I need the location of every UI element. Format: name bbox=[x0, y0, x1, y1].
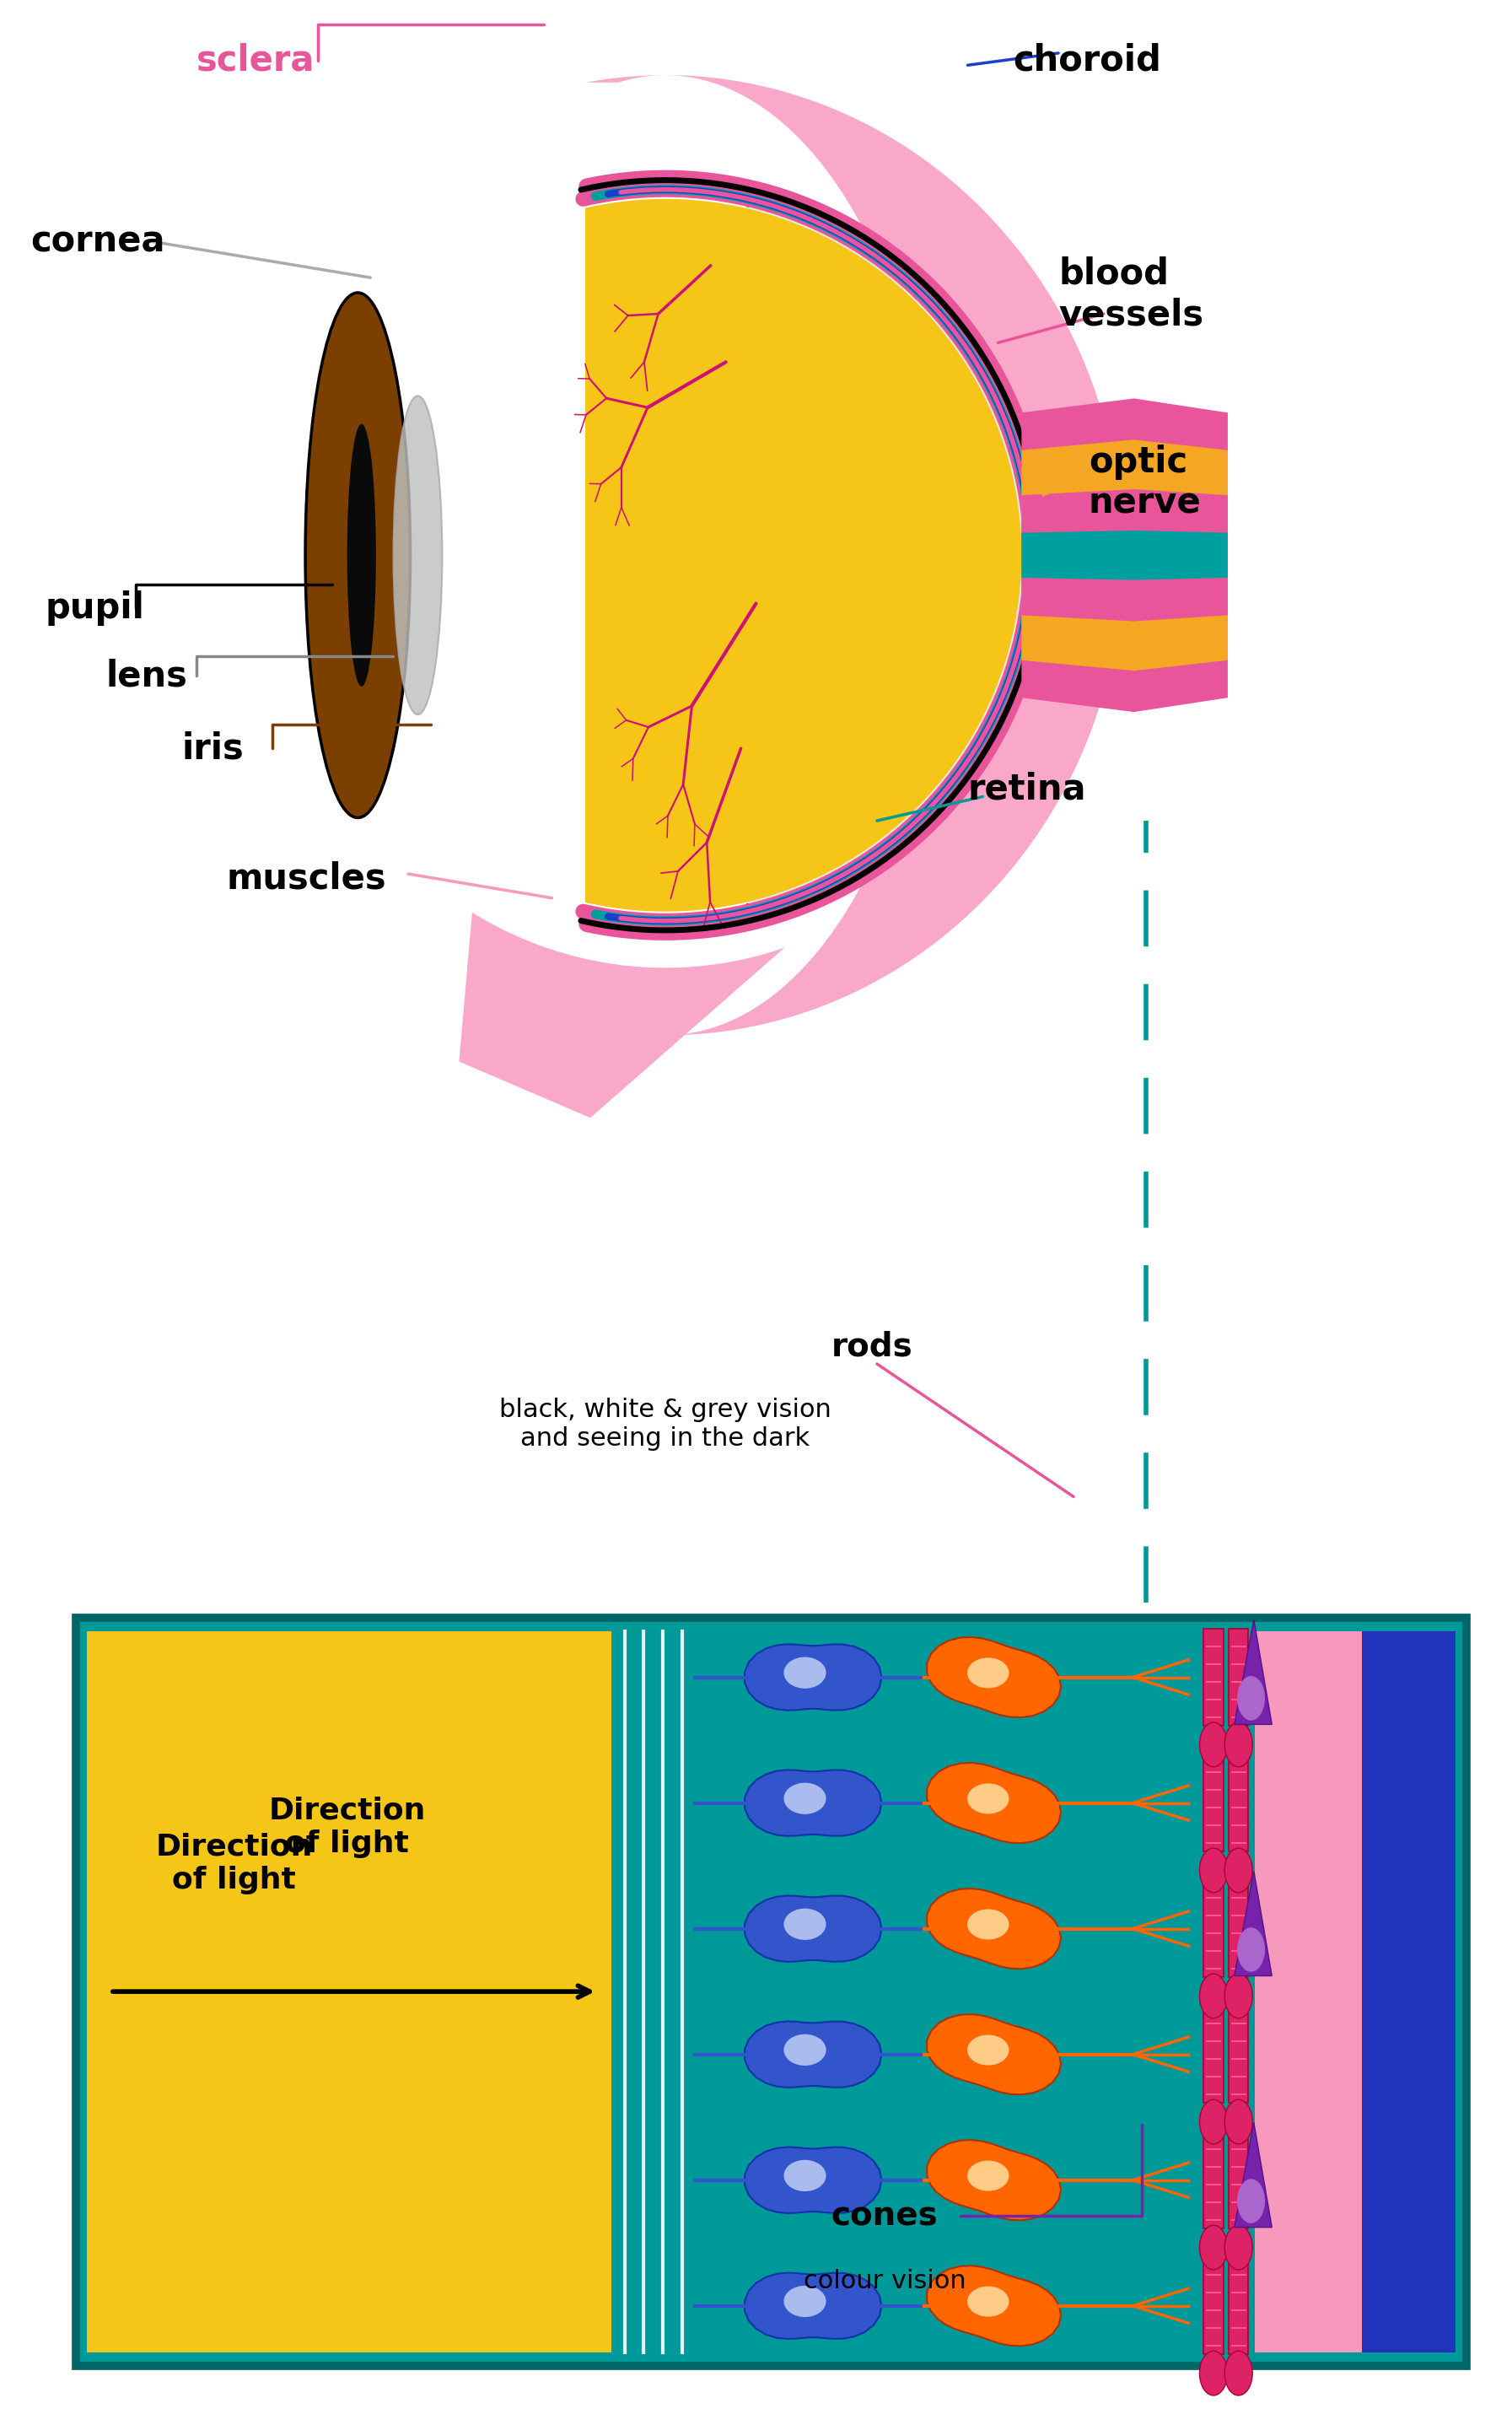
Polygon shape bbox=[1022, 531, 1228, 579]
Text: retina: retina bbox=[968, 772, 1086, 806]
Bar bbox=[1229, 2257, 1249, 2354]
Bar bbox=[1255, 1632, 1362, 2351]
Polygon shape bbox=[745, 2274, 881, 2339]
Text: pupil: pupil bbox=[45, 591, 145, 625]
Circle shape bbox=[1199, 2100, 1228, 2144]
Polygon shape bbox=[745, 2146, 881, 2214]
Polygon shape bbox=[927, 1888, 1061, 1970]
Circle shape bbox=[1225, 2351, 1252, 2395]
Polygon shape bbox=[927, 1637, 1061, 1716]
Bar bbox=[1229, 2132, 1249, 2228]
Circle shape bbox=[1225, 1975, 1252, 2018]
Bar bbox=[1229, 1629, 1249, 1726]
Ellipse shape bbox=[783, 1909, 826, 1941]
Text: sclera: sclera bbox=[197, 43, 314, 77]
Circle shape bbox=[1237, 1675, 1266, 1721]
Ellipse shape bbox=[348, 425, 376, 686]
Polygon shape bbox=[1234, 1620, 1272, 1724]
Polygon shape bbox=[1234, 2122, 1272, 2228]
Polygon shape bbox=[745, 1895, 881, 1963]
Ellipse shape bbox=[968, 1658, 1009, 1687]
Ellipse shape bbox=[968, 2035, 1009, 2066]
Bar bbox=[1229, 2006, 1249, 2103]
Ellipse shape bbox=[968, 1909, 1009, 1938]
Polygon shape bbox=[1022, 398, 1228, 712]
Text: lens: lens bbox=[106, 659, 187, 693]
Polygon shape bbox=[668, 203, 1030, 908]
Bar bbox=[1204, 1755, 1223, 1852]
Polygon shape bbox=[927, 1762, 1061, 1844]
Text: Direction
of light: Direction of light bbox=[268, 1796, 425, 1859]
Polygon shape bbox=[927, 2139, 1061, 2221]
Circle shape bbox=[1237, 1926, 1266, 1972]
Bar bbox=[1204, 2006, 1223, 2103]
Text: choroid: choroid bbox=[1013, 43, 1161, 77]
Ellipse shape bbox=[783, 1656, 826, 1687]
Circle shape bbox=[1199, 2351, 1228, 2395]
Text: black, white & grey vision
and seeing in the dark: black, white & grey vision and seeing in… bbox=[499, 1398, 832, 1451]
Ellipse shape bbox=[968, 2161, 1009, 2192]
Circle shape bbox=[1225, 2226, 1252, 2269]
Text: cornea: cornea bbox=[30, 225, 165, 258]
Circle shape bbox=[1225, 2100, 1252, 2144]
Bar bbox=[1229, 1881, 1249, 1977]
Text: blood
vessels: blood vessels bbox=[1058, 256, 1204, 333]
Polygon shape bbox=[1234, 1871, 1272, 1975]
Circle shape bbox=[1225, 1724, 1252, 1767]
Polygon shape bbox=[745, 1644, 881, 1709]
Ellipse shape bbox=[305, 292, 410, 818]
Text: colour vision: colour vision bbox=[803, 2269, 966, 2293]
Text: Direction
of light: Direction of light bbox=[156, 1832, 313, 1895]
Text: rods: rods bbox=[832, 1330, 913, 1364]
Bar bbox=[1229, 1755, 1249, 1852]
Polygon shape bbox=[745, 1769, 881, 1837]
Polygon shape bbox=[585, 75, 1123, 1036]
Circle shape bbox=[1199, 1975, 1228, 2018]
Ellipse shape bbox=[783, 2286, 826, 2317]
Circle shape bbox=[1199, 1849, 1228, 1893]
Polygon shape bbox=[460, 912, 785, 1118]
Bar bbox=[1204, 1629, 1223, 1726]
Bar bbox=[1204, 1881, 1223, 1977]
Bar bbox=[1355, 1632, 1456, 2351]
Ellipse shape bbox=[783, 2161, 826, 2192]
Ellipse shape bbox=[393, 396, 442, 715]
Ellipse shape bbox=[783, 1784, 826, 1815]
Circle shape bbox=[1199, 1724, 1228, 1767]
Ellipse shape bbox=[968, 2286, 1009, 2317]
Polygon shape bbox=[745, 2021, 881, 2088]
Text: muscles: muscles bbox=[227, 862, 387, 896]
Text: cones: cones bbox=[832, 2199, 937, 2233]
Polygon shape bbox=[600, 181, 1040, 929]
Ellipse shape bbox=[783, 2035, 826, 2066]
Bar bbox=[86, 1632, 611, 2351]
Bar bbox=[1204, 2132, 1223, 2228]
Text: optic
nerve: optic nerve bbox=[1089, 444, 1202, 521]
Polygon shape bbox=[1022, 439, 1228, 671]
Ellipse shape bbox=[968, 1784, 1009, 1813]
Circle shape bbox=[1237, 2180, 1266, 2223]
Bar bbox=[76, 1617, 1467, 2366]
Polygon shape bbox=[585, 198, 1022, 912]
Circle shape bbox=[1225, 1849, 1252, 1893]
Polygon shape bbox=[1022, 490, 1228, 620]
Circle shape bbox=[1199, 2226, 1228, 2269]
Polygon shape bbox=[927, 2267, 1061, 2346]
Polygon shape bbox=[927, 2013, 1061, 2095]
Bar bbox=[1204, 2257, 1223, 2354]
Text: iris: iris bbox=[181, 731, 243, 765]
